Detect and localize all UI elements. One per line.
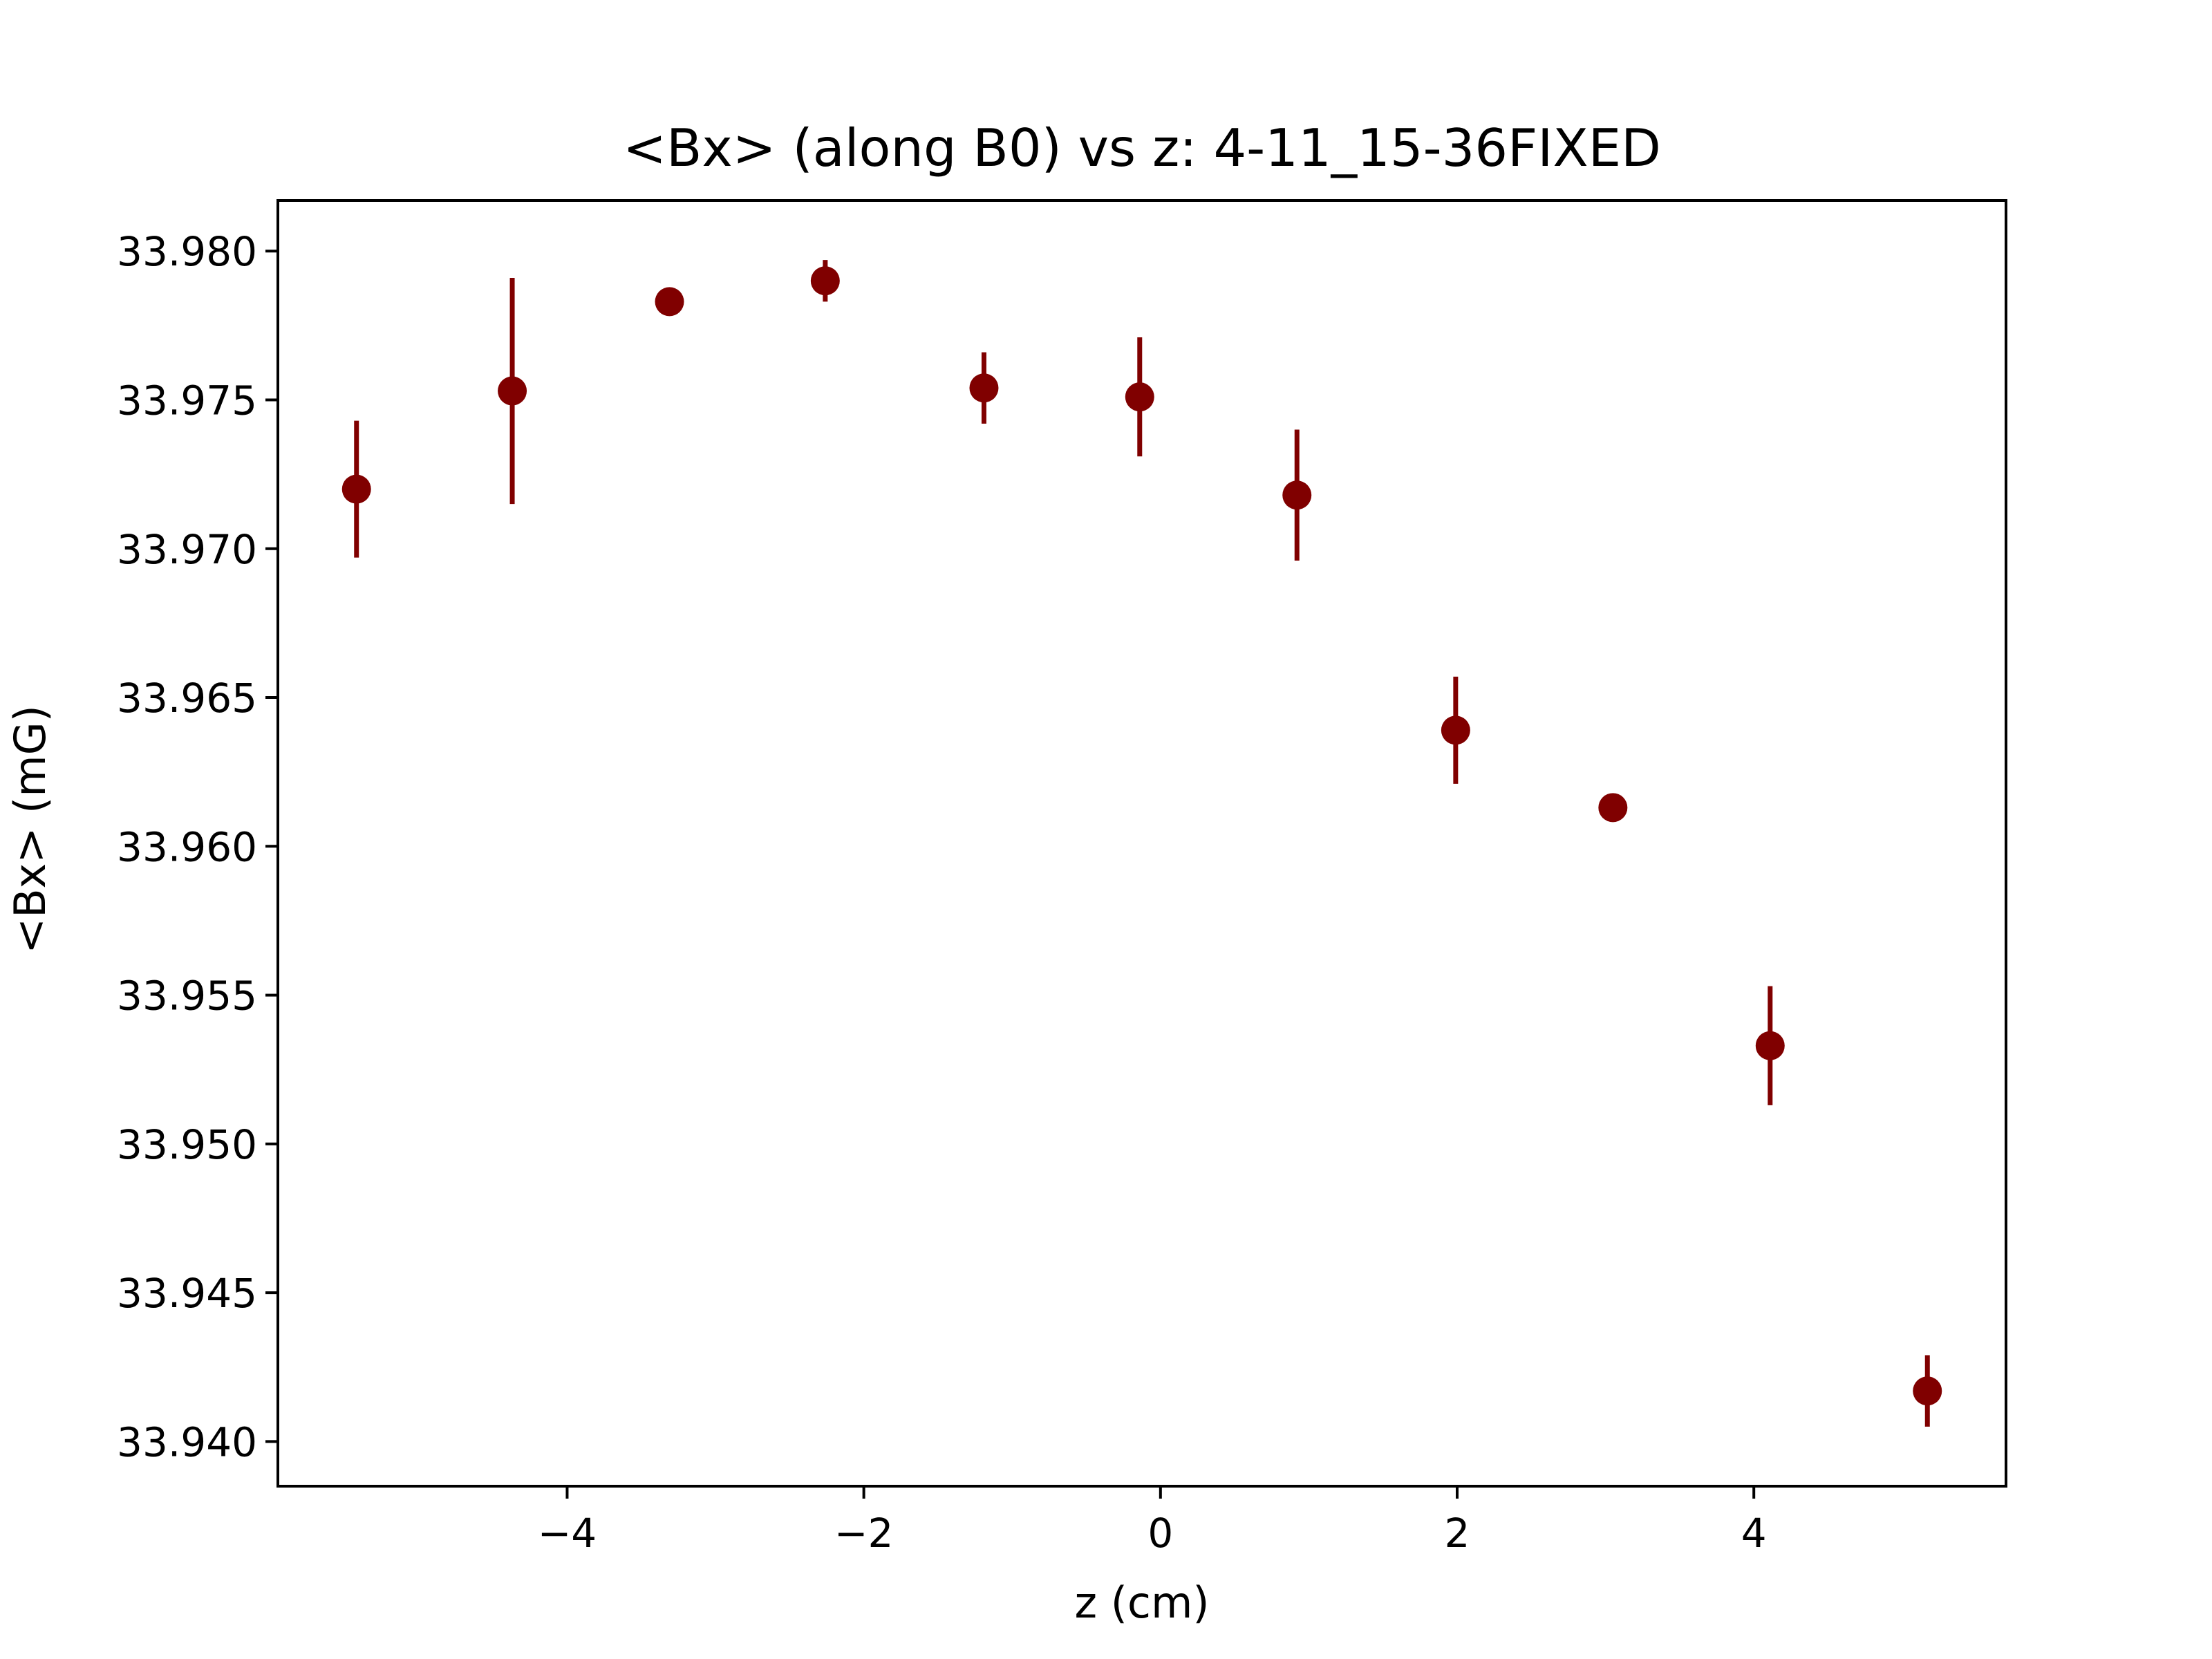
y-tick-label: 33.940 xyxy=(117,1418,257,1465)
data-point xyxy=(341,474,371,504)
data-point xyxy=(655,287,684,317)
y-axis-label: <Bx> (mG) xyxy=(5,705,55,954)
y-tick-label: 33.945 xyxy=(117,1270,257,1317)
y-tick-label: 33.955 xyxy=(117,973,257,1020)
data-point xyxy=(1755,1031,1785,1060)
data-point xyxy=(969,373,999,403)
y-tick-label: 33.960 xyxy=(117,823,257,870)
x-tick-label: −2 xyxy=(834,1510,894,1557)
y-tick-label: 33.950 xyxy=(117,1121,257,1168)
x-tick-label: 4 xyxy=(1741,1510,1767,1557)
y-tick-label: 33.975 xyxy=(117,377,257,424)
x-axis-label: z (cm) xyxy=(1074,1577,1209,1628)
data-point xyxy=(1282,480,1312,510)
axes-frame xyxy=(276,199,2007,1488)
data-point xyxy=(1598,793,1628,823)
data-point xyxy=(1913,1376,1942,1406)
data-point xyxy=(810,266,840,296)
data-point xyxy=(1441,715,1470,745)
chart-title: <Bx> (along B0) vs z: 4-11_15-36FIXED xyxy=(623,118,1661,178)
y-tick-label: 33.965 xyxy=(117,675,257,722)
x-tick-label: 2 xyxy=(1445,1510,1470,1557)
y-tick-label: 33.980 xyxy=(117,228,257,275)
x-tick-label: 0 xyxy=(1147,1510,1173,1557)
data-point xyxy=(1125,382,1154,412)
x-tick-label: −4 xyxy=(538,1510,597,1557)
y-tick-label: 33.970 xyxy=(117,526,257,573)
data-point xyxy=(498,376,527,406)
plot-area xyxy=(341,260,1942,1427)
